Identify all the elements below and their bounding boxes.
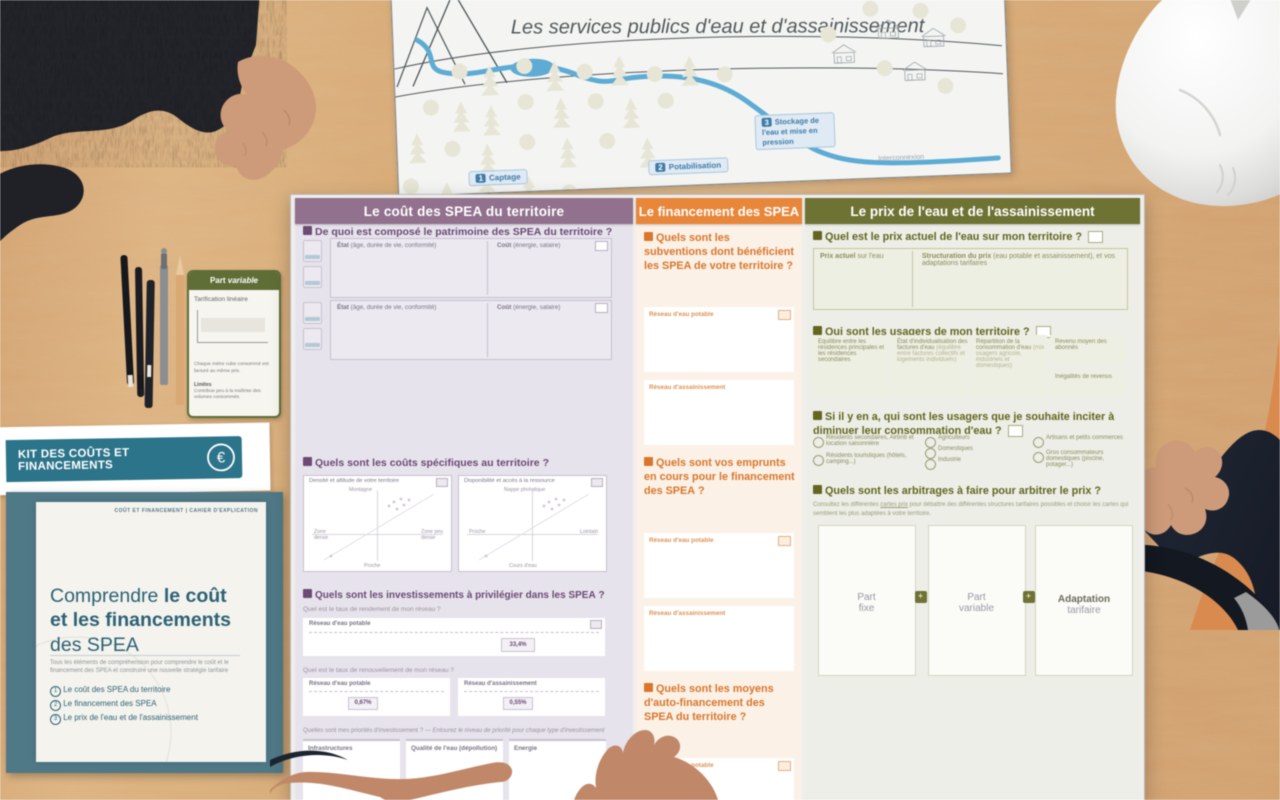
svg-text:€: €: [217, 449, 226, 466]
